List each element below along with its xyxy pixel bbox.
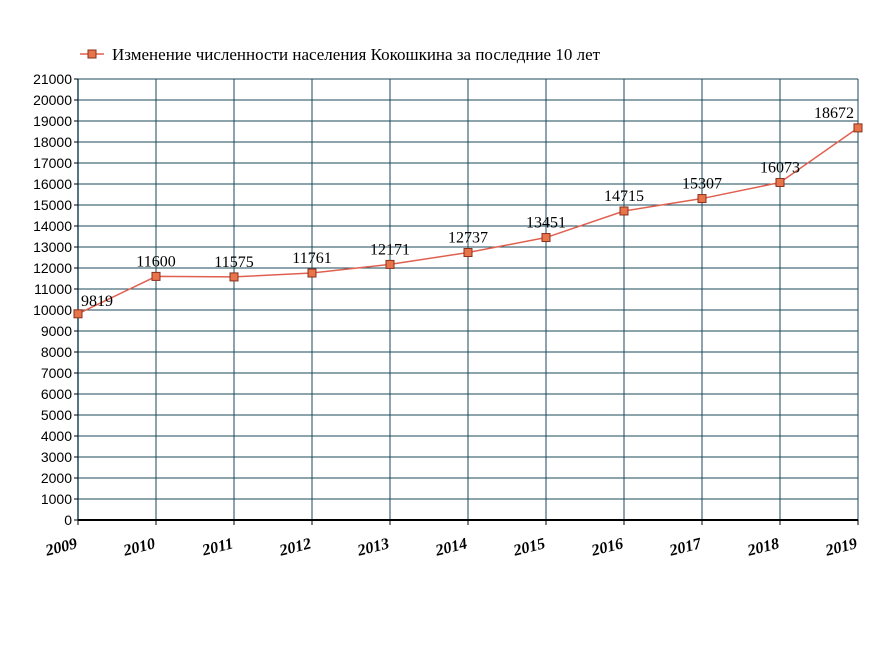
x-tick-label: 2016 [589,535,625,559]
y-axis-ticks: 0 1000 2000 3000 4000 5000 6000 7000 8000 9000 100… [33,71,78,528]
y-tick-label: 1000 [41,491,72,507]
data-point-marker [619,206,629,216]
y-tick-label: 0 [64,512,72,528]
y-tick-label: 9000 [41,323,72,339]
x-tick-label: 2017 [667,535,704,560]
y-tick-label: 14000 [33,218,72,234]
x-tick-label: 2012 [277,535,313,559]
series-markers [73,123,863,319]
data-point-marker [775,177,785,187]
data-label: 18672 [814,105,854,122]
y-tick-label: 15000 [33,197,72,213]
y-tick-label: 16000 [33,176,72,192]
data-label: 12171 [370,241,410,258]
y-tick-label: 7000 [41,365,72,381]
legend-entry: Изменение численности населения Кокошкин… [112,45,601,64]
data-point-marker [307,268,317,278]
y-tick-label: 2000 [41,470,72,486]
y-tick-label: 18000 [33,134,72,150]
data-labels: 9819 11600 11575 11761 12171 12737 13451 14715 1… [81,105,854,310]
data-point-marker [151,271,161,281]
data-point-marker [853,123,863,133]
data-point-marker [73,309,83,319]
y-tick-label: 13000 [33,239,72,255]
data-point-marker [229,272,239,282]
data-label: 11761 [292,250,331,267]
x-axis-ticks: 2009 2010 2011 2012 2013 2014 2015 2016 2017 2018… [43,520,859,560]
y-tick-label: 5000 [41,407,72,423]
y-tick-label: 10000 [33,302,72,318]
data-label: 11600 [136,253,175,270]
y-tick-label: 12000 [33,260,72,276]
legend: Изменение численности населения Кокошкин… [80,45,601,64]
legend-marker-swatch [87,49,97,59]
data-label: 13451 [526,215,566,232]
x-tick-label: 2011 [200,535,235,559]
data-point-marker [541,233,551,243]
data-label: 9819 [81,293,113,310]
y-tick-label: 3000 [41,449,72,465]
data-point-marker [385,259,395,269]
x-tick-label: 2015 [511,535,547,559]
y-tick-label: 11000 [34,281,72,297]
x-tick-label: 2009 [43,535,79,559]
data-label: 12737 [448,230,488,247]
grid [78,78,859,520]
y-tick-label: 8000 [41,344,72,360]
data-label: 16073 [760,159,800,176]
x-tick-label: 2010 [121,535,157,559]
y-tick-label: 20000 [33,92,72,108]
x-tick-label: 2018 [745,535,781,559]
x-tick-label: 2013 [355,535,391,559]
data-label: 11575 [214,254,253,271]
y-tick-label: 4000 [41,428,72,444]
y-tick-label: 6000 [41,386,72,402]
data-label: 15307 [682,176,722,193]
y-tick-label: 19000 [33,113,72,129]
data-point-marker [697,194,707,204]
data-label: 14715 [604,188,644,205]
x-tick-label: 2019 [823,535,859,559]
y-tick-label: 21000 [33,71,72,87]
data-point-marker [463,248,473,258]
x-tick-label: 2014 [433,535,469,559]
y-tick-label: 17000 [33,155,72,171]
